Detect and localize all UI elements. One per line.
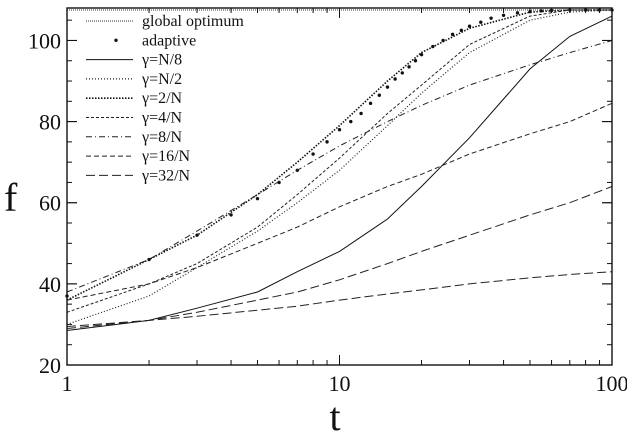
data-point-adaptive: [311, 152, 315, 156]
data-point-adaptive: [349, 119, 353, 124]
data-point-adaptive: [359, 111, 363, 116]
axis-ticks: [66, 8, 613, 366]
legend-label-adaptive: adaptive: [142, 32, 196, 49]
y-tick-label: 20: [39, 353, 61, 378]
series-line-2-n: [66, 9, 612, 301]
legend-label-n-2: γ=N/2: [141, 71, 182, 88]
data-point-adaptive: [479, 20, 483, 24]
series-line-4-n: [66, 9, 612, 313]
x-axis-title: t: [329, 394, 340, 439]
data-point-adaptive: [400, 71, 404, 75]
legend: global optimum adaptive γ=N/8 γ=N/2 γ=2/N γ=4…: [86, 13, 244, 184]
legend-label-n-8: γ=N/8: [141, 52, 182, 69]
data-point-adaptive: [385, 85, 390, 89]
data-point-adaptive: [419, 52, 424, 57]
legend-label-4-n: γ=4/N: [141, 110, 183, 127]
x-tick-label: 10: [329, 371, 351, 396]
legend-label-global-optimum: global optimum: [142, 13, 244, 30]
series-line-series-9: [66, 271, 613, 327]
data-point-adaptive: [325, 140, 329, 144]
series-line-n-8: [66, 15, 613, 331]
series-line-n-2: [66, 9, 613, 325]
data-point-adaptive: [515, 11, 520, 15]
y-tick-label: 60: [39, 191, 61, 216]
y-tick-label: 40: [39, 272, 61, 297]
legend-label-32-n: γ=32/N: [141, 167, 191, 184]
legend-label-16-n: γ=16/N: [141, 148, 191, 165]
series-line-8-n: [66, 40, 613, 293]
axis-tick-labels: 1 10 100 20 40 60 80 100: [28, 28, 627, 396]
y-tick-label: 80: [39, 110, 61, 135]
legend-swatch-adaptive: [114, 38, 118, 42]
data-point-adaptive: [413, 59, 418, 63]
data-point-adaptive: [393, 77, 397, 81]
data-point-adaptive: [450, 32, 455, 37]
data-point-adaptive: [255, 196, 260, 201]
legend-label-2-n: γ=2/N: [141, 90, 183, 107]
x-tick-label: 100: [596, 371, 627, 396]
data-point-adaptive: [467, 24, 472, 28]
data-point-adaptive: [407, 65, 411, 69]
series-line-32-n: [66, 186, 613, 329]
y-axis-title: f: [4, 175, 18, 220]
x-tick-label: 1: [62, 371, 73, 396]
data-point-adaptive: [501, 13, 506, 18]
data-point-adaptive: [337, 128, 342, 132]
data-point-adaptive: [229, 213, 233, 217]
data-point-adaptive: [368, 101, 373, 106]
data-point-adaptive: [377, 93, 382, 97]
series-line-16-n: [66, 102, 613, 301]
data-point-adaptive: [489, 16, 493, 20]
y-tick-label: 100: [28, 28, 61, 53]
plot-lines: [65, 8, 614, 331]
legend-label-8-n: γ=8/N: [141, 129, 183, 146]
